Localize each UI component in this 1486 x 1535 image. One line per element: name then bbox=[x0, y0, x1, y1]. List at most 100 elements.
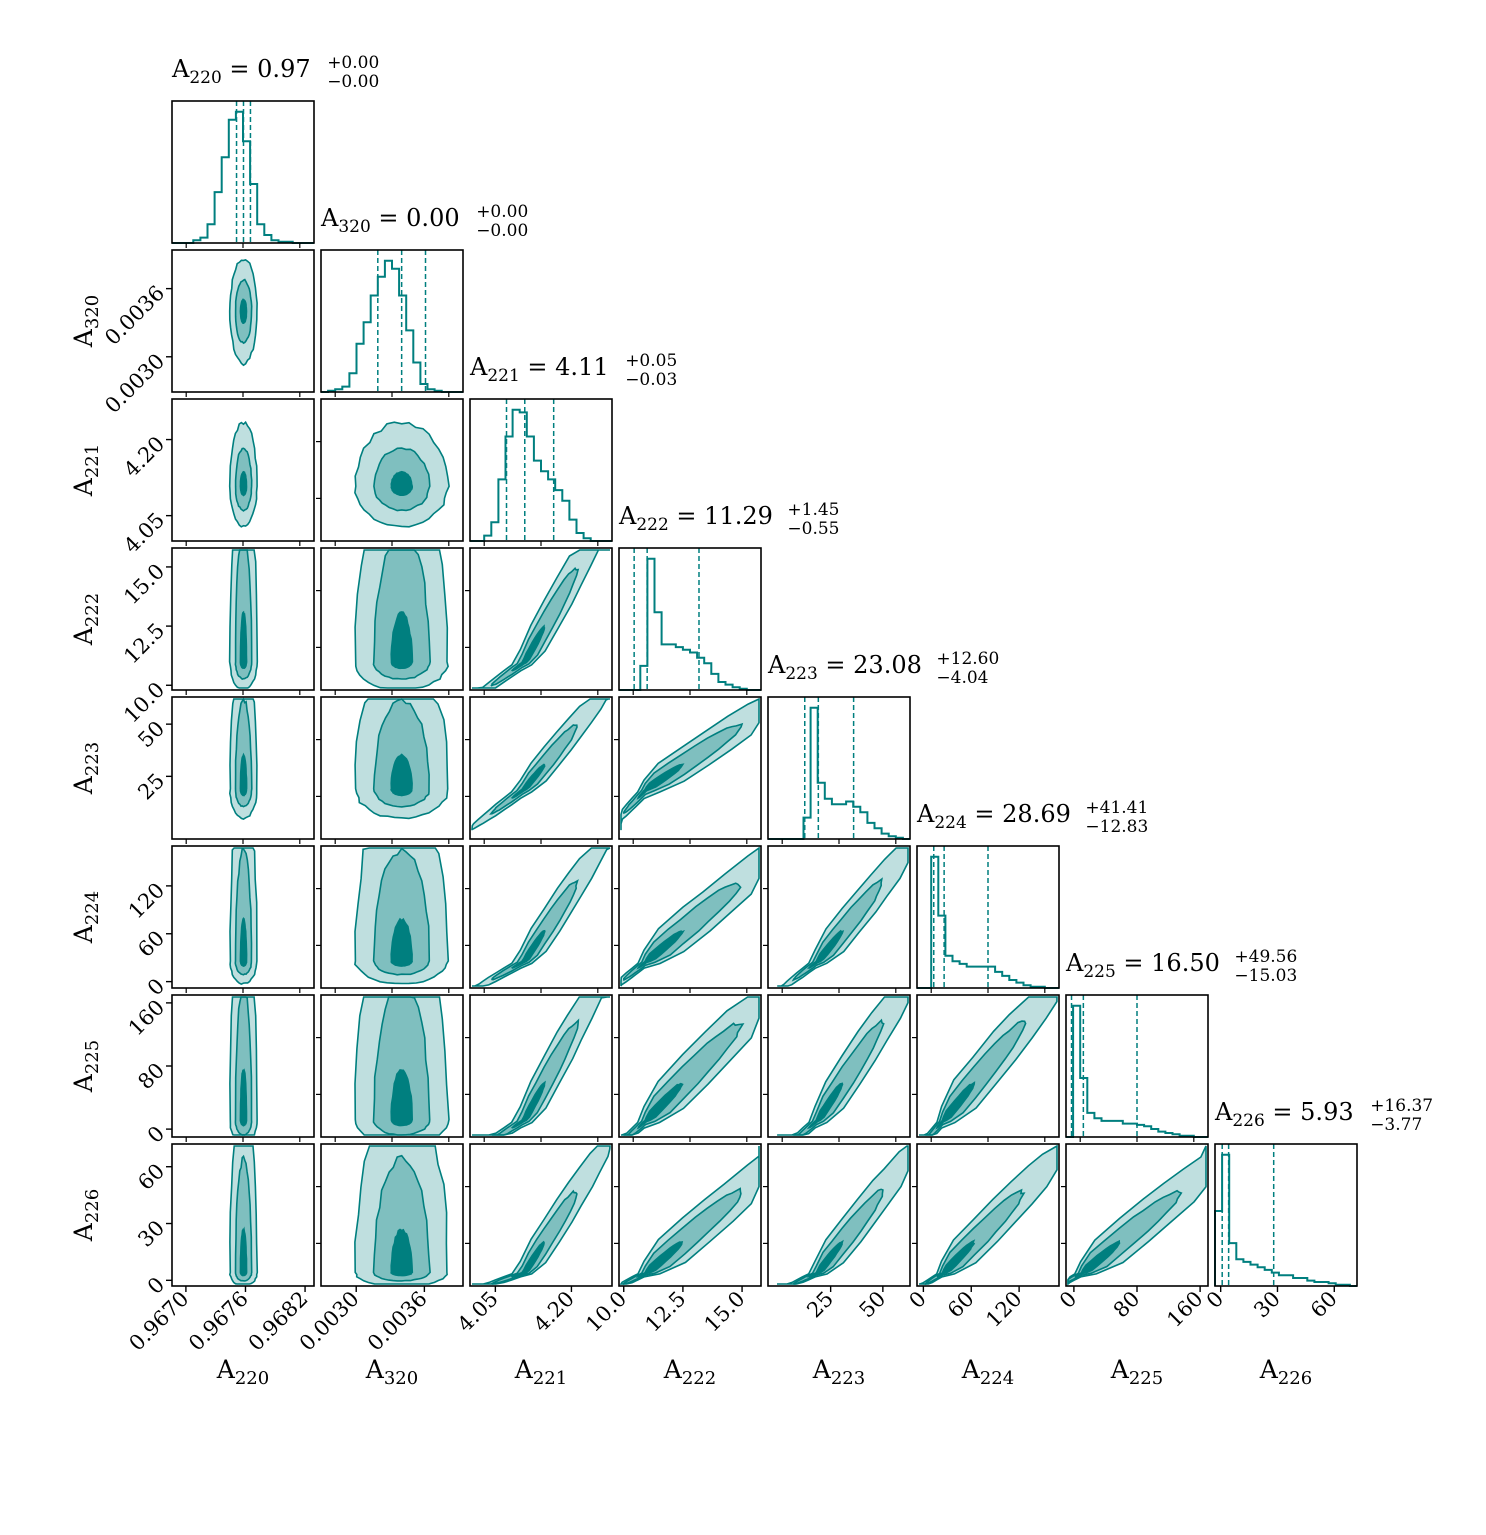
contour-line-mid-4-3 bbox=[622, 722, 744, 815]
contour-fill-mid-5-1 bbox=[373, 848, 430, 975]
xtick-label-0-1: 0.9676 bbox=[184, 1287, 253, 1356]
contour-line-outer-3-2 bbox=[472, 549, 610, 689]
contour-fill-inner-5-1 bbox=[391, 919, 413, 967]
contour-line-outer-7-5 bbox=[919, 1144, 1058, 1285]
panel-7-5 bbox=[916, 1143, 1060, 1287]
contour-fill-inner-6-5 bbox=[937, 1082, 975, 1128]
contour-line-mid-3-1 bbox=[372, 549, 432, 680]
contour-line-inner-2-1 bbox=[390, 470, 413, 497]
ytick-label-5-2: 120 bbox=[124, 878, 169, 923]
title-minus-226: −3.77 bbox=[1370, 1115, 1422, 1135]
contour-line-outer-5-2 bbox=[472, 847, 611, 987]
contour-fill-inner-6-2 bbox=[512, 1082, 545, 1128]
ylabel-320: A320 bbox=[69, 295, 103, 348]
contour-fill-mid-5-4 bbox=[793, 879, 882, 980]
xtick-label-6-0: 0 bbox=[1055, 1287, 1081, 1313]
xlabel-225: A225 bbox=[1110, 1355, 1163, 1389]
contour-line-inner-7-2 bbox=[510, 1240, 545, 1278]
contour-line-inner-7-6 bbox=[1074, 1239, 1121, 1278]
contour-fill-inner-2-0 bbox=[240, 471, 247, 496]
ytick-label-2-1: 4.20 bbox=[119, 432, 169, 482]
contour-fill-inner-4-3 bbox=[638, 764, 683, 799]
contour-line-mid-6-5 bbox=[925, 1020, 1027, 1136]
xtick-label-2-1: 4.20 bbox=[529, 1287, 579, 1337]
xlabel-221: A221 bbox=[514, 1355, 567, 1389]
contour-fill-outer-7-4 bbox=[777, 1146, 908, 1284]
contour-line-outer-5-3 bbox=[620, 846, 760, 987]
title-plus-224: +41.41 bbox=[1085, 798, 1148, 818]
title-320: A320 = 0.00 bbox=[320, 204, 460, 237]
contour-line-mid-2-1 bbox=[373, 447, 431, 512]
ytick-label-4-0: 25 bbox=[133, 769, 169, 805]
contour-line-mid-7-5 bbox=[923, 1188, 1026, 1286]
xtick-label-5-2: 120 bbox=[981, 1287, 1026, 1332]
contour-fill-mid-7-0 bbox=[235, 1156, 252, 1281]
contour-fill-inner-6-1 bbox=[391, 1070, 413, 1126]
contour-fill-inner-5-3 bbox=[638, 931, 684, 968]
contour-line-outer-3-1 bbox=[354, 549, 449, 689]
contour-line-outer-6-3 bbox=[621, 996, 760, 1136]
contour-line-outer-7-4 bbox=[777, 1145, 909, 1285]
contour-line-outer-5-1 bbox=[354, 847, 450, 985]
contour-fill-mid-6-1 bbox=[373, 997, 430, 1135]
contour-line-inner-3-0 bbox=[239, 610, 248, 670]
panel-7-2 bbox=[469, 1143, 613, 1287]
contour-line-inner-7-4 bbox=[806, 1239, 844, 1278]
ytick-label-3-1: 12.5 bbox=[119, 618, 169, 668]
contour-line-mid-2-0 bbox=[234, 447, 253, 512]
contour-fill-mid-7-3 bbox=[623, 1188, 741, 1284]
ylabel-225: A225 bbox=[69, 1040, 103, 1093]
contour-line-mid-5-1 bbox=[372, 847, 431, 976]
contour-fill-outer-7-2 bbox=[472, 1146, 610, 1284]
xtick-label-6-2: 160 bbox=[1162, 1287, 1207, 1332]
contour-line-mid-4-0 bbox=[234, 697, 253, 808]
contour-fill-mid-3-2 bbox=[491, 568, 579, 686]
contour-line-mid-1-0 bbox=[234, 278, 253, 345]
xtick-label-3-1: 12.5 bbox=[640, 1287, 690, 1337]
ytick-label-6-2: 160 bbox=[124, 995, 169, 1040]
contour-fill-mid-4-2 bbox=[490, 725, 577, 814]
title-226: A226 = 5.93 bbox=[1214, 1098, 1354, 1131]
contour-line-mid-7-3 bbox=[622, 1187, 742, 1286]
panel-1-1 bbox=[320, 249, 464, 393]
contour-fill-mid-6-4 bbox=[793, 1020, 884, 1135]
xtick-label-3-0: 10.0 bbox=[581, 1287, 631, 1337]
title-220: A220 = 0.97 bbox=[171, 55, 311, 88]
contour-line-mid-4-2 bbox=[489, 724, 578, 815]
contour-line-mid-5-4 bbox=[791, 877, 883, 982]
contour-fill-inner-7-5 bbox=[936, 1240, 975, 1277]
title-224: A224 = 28.69 bbox=[916, 800, 1071, 833]
contour-line-mid-6-0 bbox=[234, 996, 253, 1136]
panel-7-4 bbox=[767, 1143, 911, 1287]
hist-221 bbox=[470, 408, 612, 542]
contour-fill-inner-3-1 bbox=[391, 611, 413, 669]
ytick-label-5-1: 60 bbox=[133, 926, 169, 962]
ytick-label-2-0: 4.05 bbox=[119, 508, 169, 558]
xtick-label-1-1: 0.0036 bbox=[363, 1287, 432, 1356]
contour-fill-inner-7-6 bbox=[1075, 1241, 1120, 1277]
contour-fill-inner-6-3 bbox=[638, 1083, 683, 1128]
contour-line-mid-7-0 bbox=[234, 1154, 253, 1282]
contour-line-inner-6-5 bbox=[935, 1081, 976, 1130]
title-plus-222: +1.45 bbox=[787, 500, 839, 520]
contour-line-mid-7-2 bbox=[489, 1189, 578, 1285]
title-plus-223: +12.60 bbox=[936, 649, 999, 669]
title-minus-220: −0.00 bbox=[327, 72, 379, 92]
contour-fill-inner-7-1 bbox=[391, 1229, 413, 1276]
ylabel-221: A221 bbox=[69, 444, 103, 497]
contour-line-inner-3-1 bbox=[390, 611, 414, 670]
contour-line-inner-4-3 bbox=[636, 763, 685, 800]
contour-line-outer-5-0 bbox=[229, 847, 258, 985]
xlabel-226: A226 bbox=[1259, 1355, 1312, 1389]
contour-line-inner-6-2 bbox=[511, 1080, 546, 1129]
ylabel-224: A224 bbox=[69, 891, 103, 944]
title-plus-220: +0.00 bbox=[327, 53, 379, 73]
title-minus-225: −15.03 bbox=[1234, 966, 1297, 986]
contour-line-inner-6-4 bbox=[806, 1082, 844, 1130]
title-plus-226: +16.37 bbox=[1370, 1096, 1433, 1116]
ylabel-226: A226 bbox=[69, 1189, 103, 1242]
contour-line-outer-5-4 bbox=[777, 847, 909, 987]
contour-line-mid-3-2 bbox=[490, 567, 580, 687]
contour-line-outer-2-1 bbox=[354, 421, 450, 528]
